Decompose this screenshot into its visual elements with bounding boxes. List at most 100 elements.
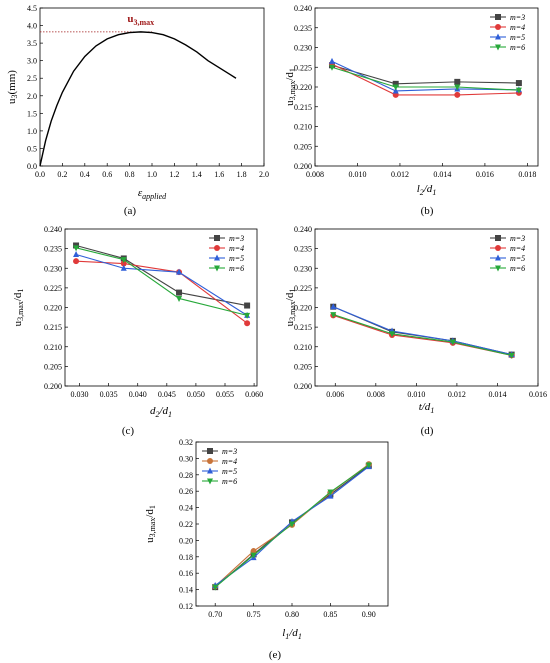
y-tick-label: 0.220 xyxy=(294,83,312,92)
x-tick-label: 0.014 xyxy=(488,390,506,399)
x-tick-label: 1.2 xyxy=(169,170,179,179)
x-tick-label: 0.010 xyxy=(348,170,366,179)
data-point xyxy=(449,339,456,346)
y-axis-label: u3,max/d1 xyxy=(284,68,297,106)
x-tick-label: 0.90 xyxy=(362,610,376,619)
x-tick-label: 1.0 xyxy=(147,170,157,179)
series-m=3 xyxy=(73,242,251,309)
y-tick-label: 0.240 xyxy=(294,225,312,234)
data-point xyxy=(73,251,80,258)
x-tick-label: 0.060 xyxy=(245,390,263,399)
x-tick-label: 0.012 xyxy=(448,390,466,399)
y-tick-label: 0.230 xyxy=(294,44,312,53)
panel-label: (b) xyxy=(421,205,434,217)
x-tick-label: 0.006 xyxy=(326,390,344,399)
legend-label: m=4 xyxy=(222,457,237,466)
data-point xyxy=(289,521,295,528)
series-curve xyxy=(39,31,237,167)
series-line xyxy=(331,60,519,92)
data-point xyxy=(392,84,399,91)
legend-label: m=3 xyxy=(510,13,525,22)
x-tick-label: 0.2 xyxy=(57,170,67,179)
x-tick-label: 0.70 xyxy=(208,610,222,619)
y-tick-label: 0.235 xyxy=(44,245,62,254)
legend: m=3m=4m=5m=6 xyxy=(490,234,525,273)
series-m=6 xyxy=(212,462,372,591)
x-tick-label: 0.85 xyxy=(323,610,337,619)
data-point xyxy=(250,548,257,555)
legend-label: m=6 xyxy=(222,477,237,486)
data-point xyxy=(330,303,337,310)
series-line xyxy=(331,63,519,96)
series-line xyxy=(331,66,519,91)
y-tick-label: 0.32 xyxy=(179,438,193,447)
data-point xyxy=(244,320,251,327)
y-tick-label: 0.230 xyxy=(294,264,312,273)
x-tick-label: 0.016 xyxy=(529,390,547,399)
x-axis-label: t/d1 xyxy=(419,401,435,415)
x-tick-label: 0.018 xyxy=(518,170,536,179)
legend-label: m=5 xyxy=(229,254,244,263)
y-tick-label: 0.18 xyxy=(179,553,193,562)
x-tick-label: 0.055 xyxy=(216,390,234,399)
y-tick-label: 1.0 xyxy=(27,127,37,136)
series-m=6 xyxy=(73,245,251,319)
legend-label: m=4 xyxy=(510,23,525,32)
legend-marker xyxy=(214,235,220,241)
x-tick-label: 0.010 xyxy=(407,390,425,399)
y-tick-label: 0.28 xyxy=(179,471,193,480)
legend-marker xyxy=(495,245,501,251)
y-tick-label: 0.12 xyxy=(179,602,193,611)
legend-marker xyxy=(214,254,220,261)
y-tick-label: 0.200 xyxy=(44,382,62,391)
data-point xyxy=(328,57,335,64)
x-tick-label: 0.030 xyxy=(71,390,89,399)
data-point xyxy=(365,462,372,469)
max-annotation: u3,max xyxy=(127,13,154,27)
data-point xyxy=(515,87,522,94)
legend-marker xyxy=(207,458,213,464)
panel-d: 0.006 0.008 0.010 0.012 0.014 0.016 0.200 0.205… xyxy=(284,225,547,437)
series-m=4 xyxy=(330,312,515,359)
panel-label: (c) xyxy=(122,425,135,437)
legend: m=3m=4m=5m=6 xyxy=(490,13,525,52)
data-point xyxy=(120,257,127,264)
legend-marker xyxy=(214,245,220,251)
data-point xyxy=(389,331,396,338)
y-tick-label: 0.215 xyxy=(44,323,62,332)
legend-marker xyxy=(495,24,501,30)
x-axis-label: l1/d1 xyxy=(282,627,302,641)
y-tick-label: 0.22 xyxy=(179,520,193,529)
data-point xyxy=(330,312,337,319)
legend-marker xyxy=(207,448,213,454)
panel-label: (e) xyxy=(269,649,282,661)
legend-marker xyxy=(495,33,501,40)
series-m=6 xyxy=(328,64,522,94)
y-tick-label: 0.225 xyxy=(294,63,312,72)
y-tick-label: 0.26 xyxy=(179,487,193,496)
y-tick-label: 2.5 xyxy=(27,74,37,83)
legend-label: m=3 xyxy=(222,447,237,456)
series-line xyxy=(333,306,512,356)
y-axis-label: u3(mm) xyxy=(6,70,19,104)
legend: m=3m=4m=5m=6 xyxy=(209,234,244,273)
legend-marker xyxy=(207,467,213,474)
y-axis-label: u3,max/d1 xyxy=(12,289,25,327)
x-tick-label: 0.016 xyxy=(476,170,494,179)
y-tick-label: 2.0 xyxy=(27,92,37,101)
y-tick-label: 0.230 xyxy=(44,264,62,273)
data-point xyxy=(244,312,251,319)
data-point xyxy=(508,352,515,359)
y-tick-label: 0.240 xyxy=(294,4,312,13)
data-point xyxy=(327,492,334,499)
x-tick-label: 0.75 xyxy=(247,610,261,619)
y-tick-label: 0.24 xyxy=(179,504,193,513)
x-axis-label: d2/d1 xyxy=(150,405,172,419)
legend-marker xyxy=(495,44,501,51)
x-tick-label: 0.012 xyxy=(391,170,409,179)
data-point xyxy=(212,584,219,591)
y-tick-label: 0.14 xyxy=(179,586,193,595)
data-point xyxy=(176,289,183,296)
panel-a: 0.0 0.2 0.4 0.6 0.8 1.0 1.2 1.4 1.6 1.8 2.0 0.0 0.5 1… xyxy=(6,4,269,217)
